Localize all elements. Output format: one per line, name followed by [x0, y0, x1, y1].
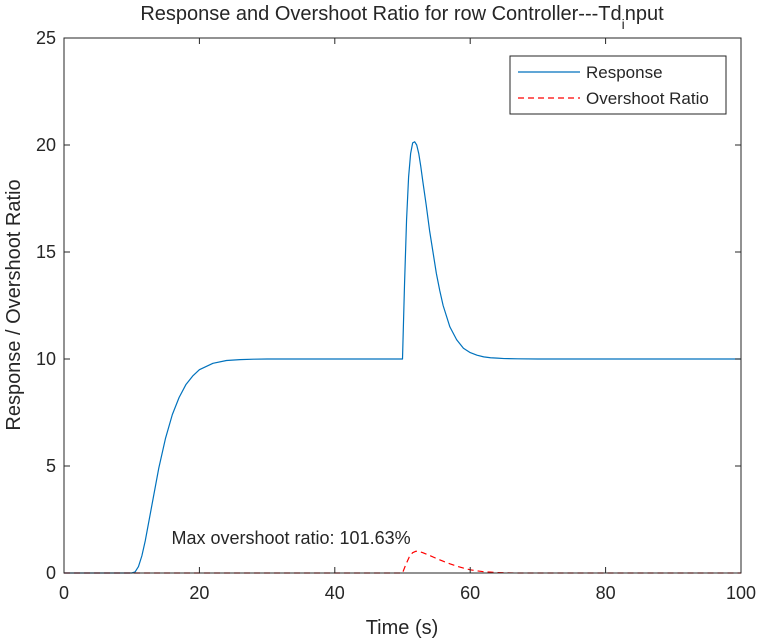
series-line-overshoot-ratio	[64, 550, 741, 574]
legend: Response Overshoot Ratio	[509, 55, 727, 115]
x-tick-label: 40	[325, 583, 345, 603]
axes-box	[63, 37, 742, 574]
chart-title-subscript: i	[622, 16, 625, 32]
y-tick-label: 20	[36, 135, 56, 155]
x-axis-label: Time (s)	[366, 617, 439, 639]
y-tick-label: 5	[46, 456, 56, 476]
y-tick-label: 15	[36, 242, 56, 262]
x-tick-label: 80	[596, 583, 616, 603]
y-axis-label: Response / Overshoot Ratio	[3, 179, 25, 430]
series-line-response	[64, 141, 741, 574]
y-tick-label: 25	[36, 28, 56, 48]
y-tick-label: 0	[46, 563, 56, 583]
x-tick-label: 100	[726, 583, 756, 603]
axes-layer: 0 20 40 60 80 100 0 5 10 15 20 25	[36, 28, 756, 603]
chart-title: Response and Overshoot Ratio for row Con…	[140, 3, 664, 32]
x-tick-label: 20	[189, 583, 209, 603]
chart-title-tail: nput	[625, 3, 664, 25]
plot-background	[64, 38, 741, 573]
legend-label: Response	[586, 63, 663, 82]
legend-label: Overshoot Ratio	[586, 89, 709, 108]
x-tick-label: 0	[59, 583, 69, 603]
y-tick-label: 10	[36, 349, 56, 369]
plot-area	[64, 38, 741, 573]
max-overshoot-annotation: Max overshoot ratio: 101.63%	[171, 528, 410, 548]
series-layer	[64, 141, 741, 574]
x-tick-label: 60	[460, 583, 480, 603]
legend-box	[509, 55, 727, 115]
